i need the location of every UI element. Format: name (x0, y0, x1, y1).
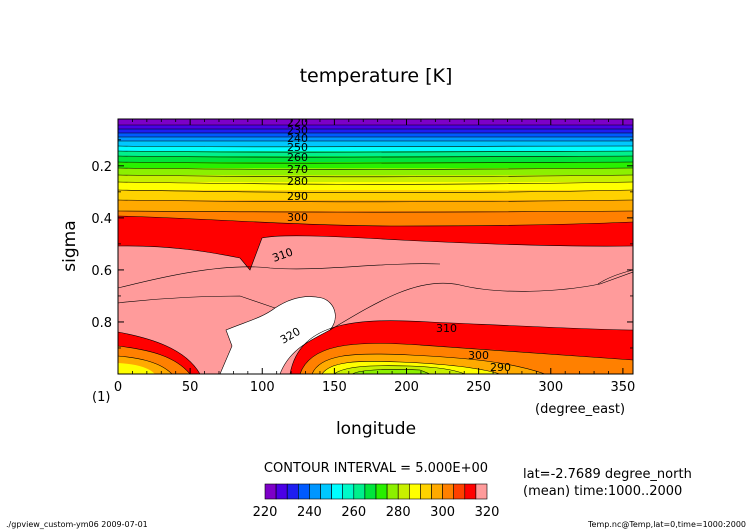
band-260 (118, 156, 633, 162)
colorbar-swatch (264, 483, 277, 500)
contour-lines (118, 124, 633, 374)
colorbar-swatch (453, 483, 466, 500)
colorbar-tick-label: 220 (253, 505, 278, 520)
band-220 (118, 119, 633, 125)
band-295 (118, 211, 633, 226)
band-270 (118, 168, 633, 175)
surface-west-280 (118, 363, 155, 374)
colorbar-swatch (309, 483, 321, 500)
band-300 (118, 216, 633, 270)
x-tick-label: 150 (322, 380, 347, 395)
band-245 (118, 141, 633, 146)
plot-area: 220 230 240 250 260 270 280 290 300 310 … (118, 116, 633, 374)
colorbar-tick-label: 240 (297, 505, 322, 520)
y-tick-label: 0.4 (91, 212, 112, 227)
colorbar-swatch (475, 483, 488, 500)
band-275 (118, 175, 633, 182)
contour-interval: CONTOUR INTERVAL = 5.000E+00 (264, 461, 488, 476)
x-tick-label: 200 (394, 380, 419, 395)
footer-right: Temp.nc@Temp,lat=0,time=1000:2000 (587, 520, 746, 529)
colorbar-swatch (397, 483, 410, 500)
colorbar-swatch (342, 483, 355, 500)
contour-label: 290 (287, 190, 308, 203)
band-285 (118, 190, 633, 200)
colorbar-swatch (431, 483, 443, 500)
colorbar-swatch (420, 483, 432, 500)
colorbar-tick-label: 300 (430, 505, 455, 520)
band-290 (118, 200, 633, 211)
band-225 (118, 125, 633, 129)
colorbar-swatch (275, 483, 288, 500)
contour-label: 260 (287, 151, 308, 164)
chart-title: temperature [K] (300, 65, 453, 87)
x-tick-label: 0 (114, 380, 122, 395)
contour-label: 270 (287, 163, 308, 176)
colorbar-swatch (320, 483, 332, 500)
band-250 (118, 146, 633, 151)
contour-label: 300 (287, 211, 308, 224)
colorbar-tick-label: 280 (386, 505, 411, 520)
colorbar-swatch (442, 483, 455, 500)
y-tick-label: 0.2 (91, 160, 112, 175)
footer-left: ./gpview_custom-ym06 2009-07-01 (6, 520, 148, 529)
surface-east-270 (352, 369, 430, 374)
info-lat: lat=-2.7689 degree_north (523, 467, 692, 482)
region-above-320 (220, 296, 336, 374)
info-time: (mean) time:1000..2000 (523, 484, 682, 499)
contour-label: 230 (287, 124, 308, 137)
band-280 (118, 182, 633, 190)
x-tick-label: 250 (466, 380, 491, 395)
colorbar-tick-label: 320 (475, 505, 500, 520)
colorbar-tick-label: 260 (341, 505, 366, 520)
colorbar-swatch (286, 483, 299, 500)
x-axis: 0 50 100 150 200 250 300 350 (114, 119, 635, 395)
colorbar-swatch (386, 483, 399, 500)
y-axis-label: sigma (60, 220, 80, 271)
band-265 (118, 162, 633, 168)
x-tick-label: 50 (182, 380, 199, 395)
x-tick-label: 300 (538, 380, 563, 395)
x-tick-label: 350 (610, 380, 635, 395)
x-axis-label: longitude (336, 419, 416, 439)
band-230 (118, 129, 633, 133)
plot-frame (117, 118, 634, 375)
band-240 (118, 137, 633, 141)
x-units: (degree_east) (535, 402, 625, 417)
contour-label: 290 (490, 361, 511, 374)
contour-label: 280 (287, 175, 308, 188)
contour-label: 220 (287, 116, 308, 129)
colorbar-swatch (375, 483, 388, 500)
colorbar-swatch (464, 483, 477, 500)
contour-label-group: 220 230 240 250 260 270 280 290 300 310 … (271, 116, 511, 374)
band-235 (118, 133, 633, 137)
colorbar: 220 240 260 280 300 320 (253, 483, 500, 520)
y-tick-label: 0.6 (91, 264, 112, 279)
y-axis: 0.2 0.4 0.6 0.8 (91, 139, 633, 375)
y-tick-label: 0.8 (91, 316, 112, 331)
colorbar-swatch (364, 483, 377, 500)
y-units: (1) (92, 390, 110, 405)
contour-label: 240 (287, 132, 308, 145)
contour-label: 310 (436, 322, 457, 335)
band-255 (118, 151, 633, 156)
contour-label: 250 (287, 141, 308, 154)
contour-label: 300 (468, 349, 489, 362)
x-tick-label: 100 (250, 380, 275, 395)
colorbar-swatch (353, 483, 366, 500)
colorbar-swatch (331, 483, 344, 500)
colorbar-swatch (408, 483, 421, 500)
colorbar-swatch (297, 483, 310, 500)
